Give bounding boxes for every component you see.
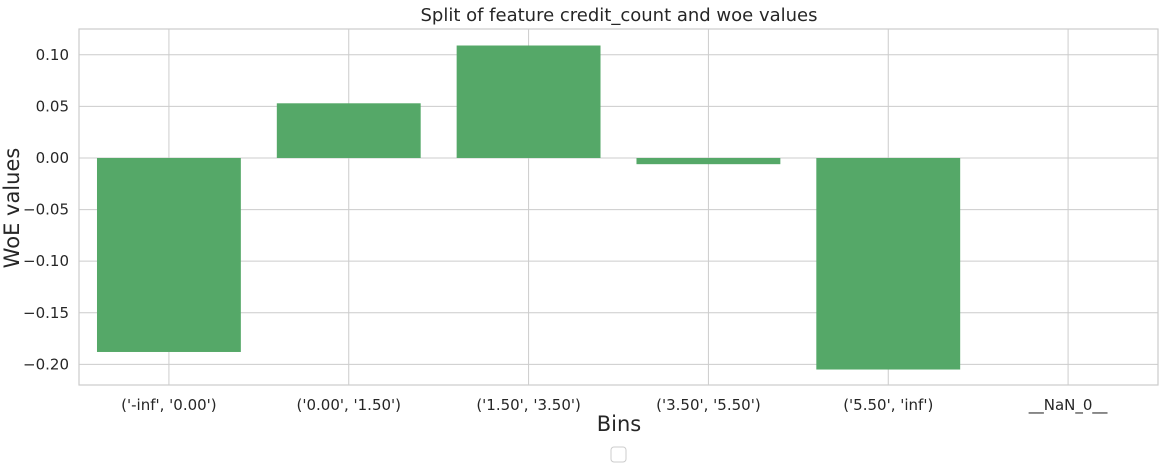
y-tick-label: −0.10 bbox=[23, 252, 69, 270]
x-tick-label: ('0.00', '1.50') bbox=[296, 396, 401, 414]
bar bbox=[276, 103, 421, 158]
x-tick-label: ('1.50', '3.50') bbox=[476, 396, 581, 414]
grid-lines bbox=[79, 29, 1158, 385]
plot-area-frame bbox=[78, 28, 1159, 386]
y-tick-labels: 0.10 0.05 0.00 −0.05 −0.10 −0.15 −0.20 bbox=[23, 46, 69, 374]
bar bbox=[636, 157, 781, 165]
y-tick-label: 0.10 bbox=[36, 46, 69, 64]
x-tick-label: ('5.50', 'inf') bbox=[843, 396, 933, 414]
bar bbox=[96, 157, 241, 352]
chart-title: Split of feature credit_count and woe va… bbox=[420, 5, 817, 26]
x-axis-label: Bins bbox=[597, 412, 642, 436]
x-tick-labels: ('-inf', '0.00') ('0.00', '1.50') ('1.50',… bbox=[121, 396, 1108, 415]
y-tick-label: −0.20 bbox=[23, 355, 69, 373]
y-tick-label: 0.00 bbox=[36, 149, 69, 167]
x-tick-label: ('-inf', '0.00') bbox=[121, 396, 217, 414]
bar bbox=[816, 157, 961, 370]
x-tick-label: __NaN_0__ bbox=[1028, 396, 1108, 415]
y-axis-label: WoE values bbox=[0, 148, 24, 269]
y-tick-label: 0.05 bbox=[36, 97, 69, 115]
y-tick-label: −0.15 bbox=[23, 304, 69, 322]
bar bbox=[456, 45, 601, 158]
legend-box bbox=[610, 446, 627, 463]
bars bbox=[96, 45, 961, 370]
x-tick-label: ('3.50', '5.50') bbox=[656, 396, 761, 414]
y-tick-label: −0.05 bbox=[23, 201, 69, 219]
